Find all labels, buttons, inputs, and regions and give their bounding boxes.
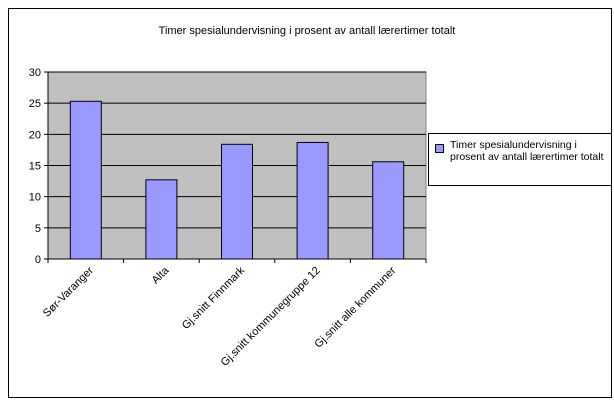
chart-title: Timer spesialundervisning i prosent av a… bbox=[159, 25, 456, 37]
y-tick-label: 15 bbox=[29, 161, 41, 173]
bar bbox=[69, 100, 102, 260]
legend-label: Timer spesialundervisning i prosent av a… bbox=[450, 139, 604, 163]
plot-area: 0 5 10 15 20 25 30 Sør-Varanger Alta Gj.snitt Fin… bbox=[29, 67, 427, 369]
y-tick-label: 20 bbox=[29, 129, 41, 141]
x-tick-label: Gj.snitt alle kommuner bbox=[312, 264, 398, 350]
bar bbox=[221, 143, 253, 260]
legend: Timer spesialundervisning i prosent av a… bbox=[428, 133, 612, 186]
y-tick-label: 10 bbox=[29, 192, 41, 204]
bar bbox=[296, 141, 329, 260]
legend-swatch bbox=[435, 144, 444, 153]
x-tick-label: Sør-Varanger bbox=[41, 264, 96, 319]
y-tick-label: 0 bbox=[35, 254, 41, 266]
bar bbox=[372, 161, 405, 260]
y-tick-label: 5 bbox=[35, 223, 41, 235]
x-tick-label: Alta bbox=[150, 264, 173, 287]
bar bbox=[145, 179, 178, 260]
y-tick-label: 30 bbox=[29, 67, 41, 79]
x-tick-label: Gj.snitt Finnmark bbox=[180, 264, 248, 332]
y-tick-label: 25 bbox=[29, 98, 41, 110]
